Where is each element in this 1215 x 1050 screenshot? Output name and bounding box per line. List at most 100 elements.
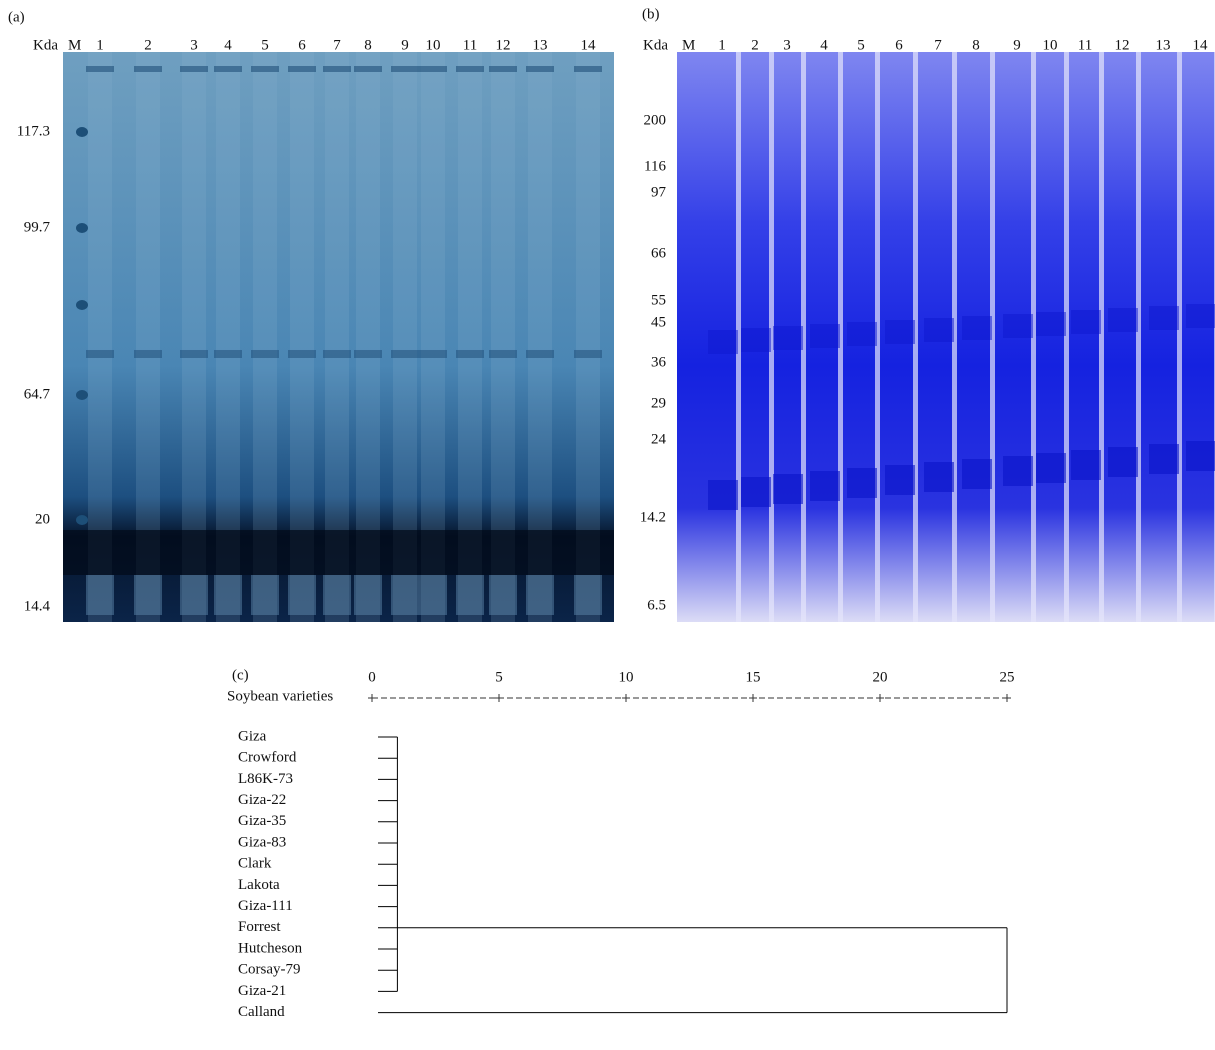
unit-label: Kda (33, 37, 58, 53)
band (924, 462, 954, 492)
lane-streak (491, 52, 515, 622)
band (1108, 308, 1138, 332)
band (456, 66, 484, 72)
band (924, 318, 954, 342)
band (489, 350, 517, 358)
lane-label: 1 (718, 37, 726, 53)
variety-label: Forrest (238, 919, 281, 935)
band (1071, 310, 1101, 334)
band (214, 350, 242, 358)
band (251, 350, 279, 358)
panel-label: (b) (642, 6, 660, 22)
lane-streak (253, 52, 277, 622)
band (489, 575, 517, 615)
band (526, 66, 554, 72)
variety-label: Lakota (238, 877, 280, 893)
lane-label: 14 (581, 37, 597, 53)
band (847, 468, 877, 498)
lane-label: 6 (298, 37, 306, 53)
marker-band (76, 515, 88, 525)
lane-label: 3 (190, 37, 198, 53)
band (574, 350, 602, 358)
lane-gap (801, 52, 806, 622)
lane-label: 12 (1115, 37, 1130, 53)
lane-label: 1 (96, 37, 104, 53)
lane-label: 10 (426, 37, 441, 53)
band (180, 350, 208, 358)
lane-gap (1064, 52, 1069, 622)
band (180, 575, 208, 615)
dark-band (63, 530, 614, 575)
band (180, 66, 208, 72)
band (708, 330, 738, 354)
band (354, 350, 382, 358)
band (214, 575, 242, 615)
marker-label: 36 (651, 354, 667, 370)
unit-label: Kda (643, 37, 668, 53)
band (354, 66, 382, 72)
band (323, 66, 351, 72)
band (1186, 304, 1215, 328)
band (134, 350, 162, 358)
band (391, 350, 419, 358)
marker-label: 117.3 (17, 123, 50, 139)
lane-streak (182, 52, 206, 622)
variety-label: Crowford (238, 750, 297, 766)
band (773, 326, 803, 350)
lane-label: 10 (1043, 37, 1058, 53)
lane-gap (1099, 52, 1104, 622)
lane-label: 12 (496, 37, 511, 53)
band (86, 350, 114, 358)
marker-label: 66 (651, 245, 667, 261)
marker-label: 29 (651, 395, 666, 411)
lane-label: 8 (364, 37, 372, 53)
lane-gap (913, 52, 918, 622)
lane-streak (325, 52, 349, 622)
band (526, 350, 554, 358)
panel-label: (a) (8, 9, 25, 25)
panel-label: (c) (232, 667, 249, 683)
marker-label: 99.7 (24, 219, 51, 235)
lane-streak (528, 52, 552, 622)
band (1149, 306, 1179, 330)
marker-label: 24 (651, 431, 667, 447)
lane-gap (736, 52, 741, 622)
band (288, 350, 316, 358)
scale-tick-label: 5 (495, 669, 503, 685)
marker-label: 64.7 (24, 386, 51, 402)
variety-label: Giza-22 (238, 792, 286, 808)
lane-streak (136, 52, 160, 622)
lane-streak (576, 52, 600, 622)
lane-gap (1136, 52, 1141, 622)
variety-label: Giza (238, 728, 267, 744)
band (419, 350, 447, 358)
lane-label: 11 (463, 37, 477, 53)
band (1071, 450, 1101, 480)
band (489, 66, 517, 72)
variety-label: Giza-21 (238, 983, 286, 999)
gel-image-a (63, 52, 614, 622)
lane-label: 13 (1156, 37, 1171, 53)
band (885, 465, 915, 495)
marker-label: 200 (644, 112, 667, 128)
lane-label: 8 (972, 37, 980, 53)
marker-band (76, 300, 88, 310)
marker-label: 20 (35, 511, 50, 527)
marker-band (76, 223, 88, 233)
variety-label: Hutcheson (238, 940, 303, 956)
lane-streak (421, 52, 445, 622)
band (1003, 456, 1033, 486)
lane-label: 13 (533, 37, 548, 53)
band (456, 350, 484, 358)
band (1003, 314, 1033, 338)
lane-label: 2 (751, 37, 759, 53)
band (134, 66, 162, 72)
lane-streak (393, 52, 417, 622)
lane-gap (1031, 52, 1036, 622)
band (354, 575, 382, 615)
lane-label: 6 (895, 37, 903, 53)
band (810, 324, 840, 348)
band (708, 480, 738, 510)
marker-label: 116 (644, 158, 666, 174)
